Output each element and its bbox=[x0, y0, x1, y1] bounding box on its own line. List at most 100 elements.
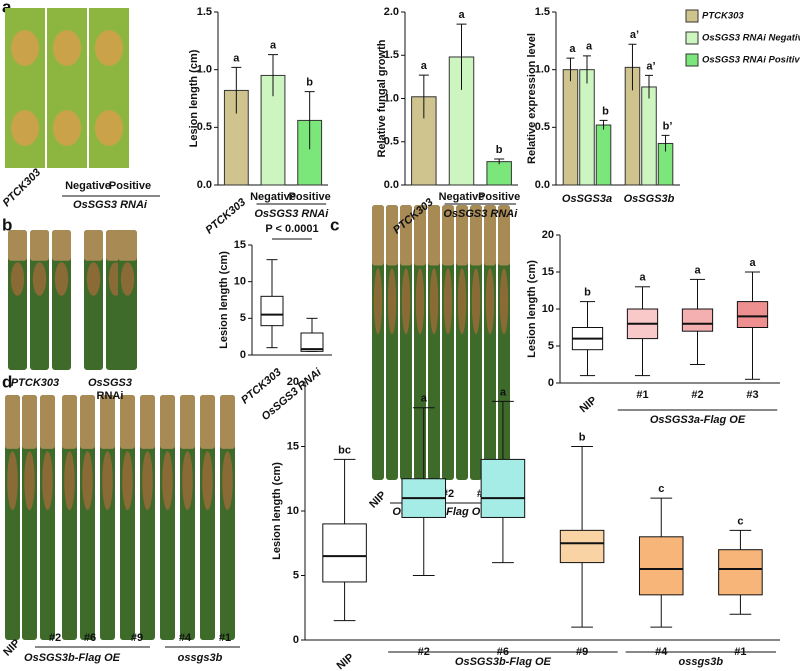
x-tick-label: Negative bbox=[439, 191, 485, 203]
leaf-tip bbox=[470, 205, 482, 266]
y-tick-label: 10 bbox=[542, 303, 554, 315]
leaf bbox=[442, 205, 454, 480]
photo-label: #6 bbox=[84, 632, 96, 644]
leaf-tip bbox=[160, 395, 175, 449]
leaf bbox=[456, 205, 468, 480]
significance-letter: b bbox=[579, 431, 586, 443]
significance-letter: a bbox=[694, 264, 701, 276]
legend-swatch bbox=[685, 31, 699, 45]
leaf-tip bbox=[22, 395, 37, 449]
lesion bbox=[202, 451, 213, 511]
box bbox=[480, 458, 526, 518]
x-tick-label: Negative bbox=[250, 191, 296, 203]
leaf bbox=[414, 205, 426, 480]
legend-swatch bbox=[685, 53, 699, 67]
lesion bbox=[53, 30, 81, 66]
error-bar bbox=[599, 119, 608, 130]
lesion bbox=[7, 451, 18, 511]
y-tick-label: 15 bbox=[542, 266, 554, 278]
lesion bbox=[122, 451, 133, 511]
photo-label: #2 bbox=[49, 632, 61, 644]
error-bar bbox=[566, 57, 575, 82]
lesion bbox=[86, 262, 101, 296]
lesion bbox=[499, 268, 509, 335]
significance-letter: a bbox=[421, 393, 428, 405]
significance-letter: b bbox=[496, 144, 503, 156]
y-tick-label: 2.0 bbox=[384, 6, 399, 18]
box bbox=[260, 295, 284, 327]
leaf-tip bbox=[8, 230, 27, 261]
photo-label: Negative bbox=[65, 180, 111, 192]
y-axis-title: Lesion length (cm) bbox=[218, 251, 230, 349]
lesion bbox=[373, 268, 383, 335]
lesion bbox=[120, 262, 135, 296]
lesion bbox=[54, 262, 69, 296]
panel-letter: b bbox=[2, 215, 12, 234]
p-value: P < 0.0001 bbox=[265, 223, 318, 235]
y-tick-label: 5 bbox=[293, 569, 299, 581]
y-tick-label: 1.0 bbox=[197, 64, 212, 76]
significance-letter: bc bbox=[338, 444, 351, 456]
lesion bbox=[457, 268, 467, 335]
lesion bbox=[415, 268, 425, 335]
photo-label: OsSGS3 bbox=[88, 377, 132, 389]
significance-letter: b bbox=[602, 105, 609, 117]
leaf bbox=[484, 205, 496, 480]
error-bar bbox=[304, 91, 315, 150]
group-label: OsSGS3 RNAi bbox=[254, 208, 329, 220]
photo-label: ossgs3b bbox=[178, 652, 223, 664]
significance-letter: a bbox=[569, 43, 576, 55]
y-tick-label: 0.5 bbox=[384, 136, 399, 148]
error-bar bbox=[456, 23, 467, 90]
lesion bbox=[10, 262, 25, 296]
leaf-tip bbox=[456, 205, 468, 266]
lesion bbox=[162, 451, 173, 511]
leaf-tip bbox=[52, 230, 71, 261]
y-tick-label: 0.0 bbox=[384, 179, 399, 191]
leaf-tip bbox=[442, 205, 454, 266]
leaf bbox=[100, 395, 115, 640]
error-bar bbox=[628, 43, 637, 91]
x-tick-label: NIP bbox=[335, 651, 357, 671]
box bbox=[322, 523, 367, 583]
y-tick-label: 0.0 bbox=[535, 179, 550, 191]
lesion bbox=[42, 451, 53, 511]
leaf-tip bbox=[118, 230, 137, 261]
y-axis-title: Lesion length (cm) bbox=[526, 260, 538, 358]
significance-letter: c bbox=[658, 483, 664, 495]
leaf-tip bbox=[84, 230, 103, 261]
error-bar bbox=[494, 158, 505, 165]
y-tick-label: 0 bbox=[548, 377, 554, 389]
photo-label: #1 bbox=[219, 632, 231, 644]
significance-letter: a bbox=[749, 257, 756, 269]
leaf bbox=[160, 395, 175, 640]
significance-letter: b bbox=[306, 76, 313, 88]
lesion bbox=[11, 30, 39, 66]
lesion bbox=[401, 268, 411, 335]
x-tick-label: Positive bbox=[289, 191, 331, 203]
significance-letter: a’ bbox=[646, 60, 655, 72]
error-bar bbox=[645, 74, 653, 99]
lesion bbox=[95, 110, 123, 146]
panel-letter: d bbox=[2, 372, 12, 391]
leaf bbox=[52, 230, 71, 370]
legend-swatch bbox=[685, 9, 699, 23]
x-tick-label: OsSGS3b bbox=[624, 193, 675, 205]
leaf bbox=[180, 395, 195, 640]
leaf bbox=[386, 205, 398, 480]
leaf bbox=[40, 395, 55, 640]
lesion bbox=[471, 268, 481, 335]
leaf bbox=[5, 395, 20, 640]
significance-letter: a’ bbox=[630, 29, 639, 41]
error-bar bbox=[268, 54, 278, 97]
y-tick-label: 5 bbox=[548, 340, 554, 352]
leaf bbox=[62, 395, 77, 640]
x-tick-label: PTCK303 bbox=[203, 196, 248, 236]
bar bbox=[486, 161, 512, 186]
leaf bbox=[118, 230, 137, 370]
leaf-tip bbox=[400, 205, 412, 266]
box bbox=[681, 308, 714, 332]
lesion bbox=[387, 268, 397, 335]
leaf bbox=[84, 230, 103, 370]
lesion bbox=[102, 451, 113, 511]
